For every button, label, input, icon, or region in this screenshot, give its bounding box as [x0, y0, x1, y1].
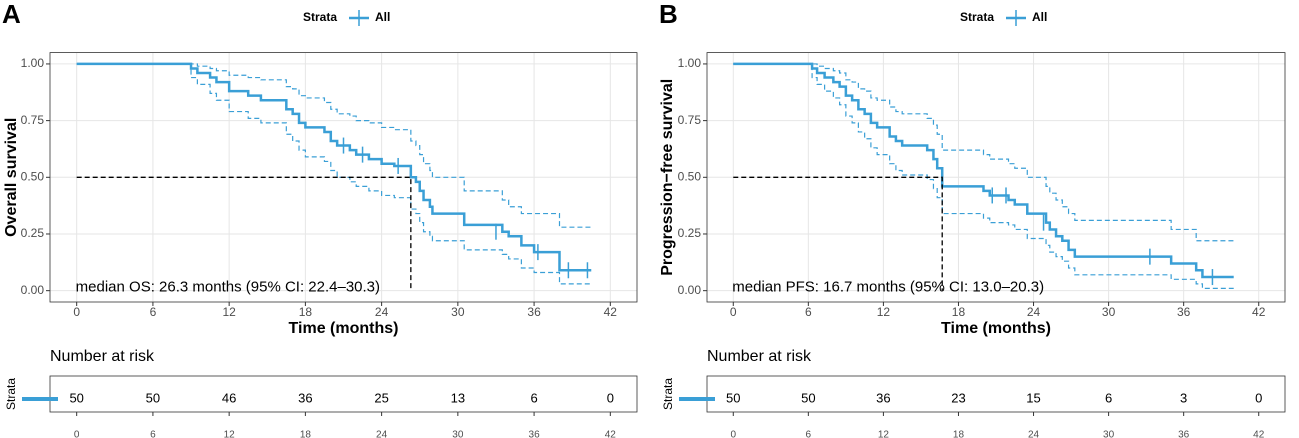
- risk-count: 50: [726, 390, 740, 405]
- x-tick-label: 12: [877, 305, 891, 319]
- ci-lower: [733, 63, 1234, 289]
- risk-tick-label: 24: [376, 430, 388, 438]
- legend-label: All: [1032, 10, 1047, 24]
- y-tick-label: 0.50: [678, 169, 702, 183]
- risk-title: Number at risk: [50, 348, 155, 365]
- risk-count: 13: [451, 390, 465, 405]
- risk-count: 15: [1026, 390, 1040, 405]
- annotation: median OS: 26.3 months (95% CI: 22.4–30.…: [76, 279, 380, 296]
- x-tick-label: 6: [150, 305, 157, 319]
- risk-tick-label: 6: [806, 430, 812, 438]
- risk-tick-label: 12: [878, 430, 890, 438]
- x-tick-label: 0: [73, 305, 80, 319]
- risk-count: 36: [876, 390, 890, 405]
- y-axis-label: Overall survival: [3, 118, 20, 237]
- risk-tick-label: 6: [150, 430, 156, 438]
- risk-tick-label: 42: [605, 430, 617, 438]
- risk-border: [49, 375, 638, 413]
- y-tick-label: 0.75: [21, 113, 45, 127]
- y-tick-label: 1.00: [21, 56, 45, 70]
- survival-line: [76, 62, 592, 272]
- x-tick-label: 36: [527, 305, 541, 319]
- y-tick-label: 0.00: [21, 283, 45, 297]
- risk-tick-label: 18: [953, 430, 965, 438]
- risk-count: 0: [607, 390, 614, 405]
- x-tick-label: 0: [730, 305, 737, 319]
- plot-border: [49, 52, 638, 303]
- risk-count: 23: [951, 390, 965, 405]
- risk-tick-label: 36: [529, 430, 541, 438]
- x-tick-label: 30: [451, 305, 465, 319]
- x-tick-label: 42: [1252, 305, 1266, 319]
- ci-upper: [76, 63, 592, 228]
- x-tick-label: 24: [1027, 305, 1041, 319]
- panel-label: A: [2, 0, 21, 29]
- risk-title: Number at risk: [707, 348, 812, 365]
- risk-tick-label: 24: [1028, 430, 1040, 438]
- legend-title: Strata: [960, 10, 994, 24]
- risk-tick-label: 18: [300, 430, 312, 438]
- risk-count: 46: [222, 390, 236, 405]
- survival-line: [733, 62, 1234, 279]
- x-axis-label: Time (months): [289, 320, 399, 337]
- x-tick-label: 42: [604, 305, 618, 319]
- x-tick-label: 6: [805, 305, 812, 319]
- risk-tick-label: 30: [1103, 430, 1115, 438]
- x-axis-label: Time (months): [941, 320, 1051, 337]
- risk-count: 36: [298, 390, 312, 405]
- y-tick-label: 0.25: [21, 226, 45, 240]
- risk-tick-label: 0: [74, 430, 80, 438]
- annotation: median PFS: 16.7 months (95% CI: 13.0–20…: [732, 279, 1044, 296]
- x-tick-label: 36: [1177, 305, 1191, 319]
- risk-tick-label: 0: [730, 430, 736, 438]
- y-tick-label: 0.00: [678, 283, 702, 297]
- risk-count: 6: [1105, 390, 1112, 405]
- risk-strata-label: Strata: [4, 378, 18, 410]
- risk-tick-label: 42: [1253, 430, 1265, 438]
- risk-count: 6: [530, 390, 537, 405]
- x-tick-label: 18: [299, 305, 313, 319]
- ci-lower: [76, 63, 592, 285]
- ci-upper: [733, 63, 1234, 242]
- x-tick-label: 18: [952, 305, 966, 319]
- y-axis-label: Progression−free survival: [659, 79, 676, 276]
- legend-label: All: [375, 10, 390, 24]
- risk-tick-label: 12: [224, 430, 236, 438]
- legend-title: Strata: [303, 10, 337, 24]
- risk-count: 50: [146, 390, 160, 405]
- y-tick-label: 0.25: [678, 226, 702, 240]
- panel-label: B: [659, 0, 678, 29]
- x-tick-label: 30: [1102, 305, 1116, 319]
- risk-tick-label: 30: [452, 430, 464, 438]
- risk-count: 50: [69, 390, 83, 405]
- y-tick-label: 1.00: [678, 56, 702, 70]
- x-tick-label: 24: [375, 305, 389, 319]
- risk-border: [706, 375, 1286, 413]
- risk-count: 3: [1180, 390, 1187, 405]
- median-line: [733, 176, 943, 291]
- median-line: [76, 176, 412, 291]
- risk-count: 25: [374, 390, 388, 405]
- y-tick-label: 0.75: [678, 113, 702, 127]
- risk-count: 0: [1255, 390, 1262, 405]
- risk-strata-label: Strata: [661, 378, 675, 410]
- plot-border: [706, 52, 1286, 303]
- risk-tick-label: 36: [1178, 430, 1190, 438]
- risk-count: 50: [801, 390, 815, 405]
- x-tick-label: 12: [222, 305, 236, 319]
- y-tick-label: 0.50: [21, 169, 45, 183]
